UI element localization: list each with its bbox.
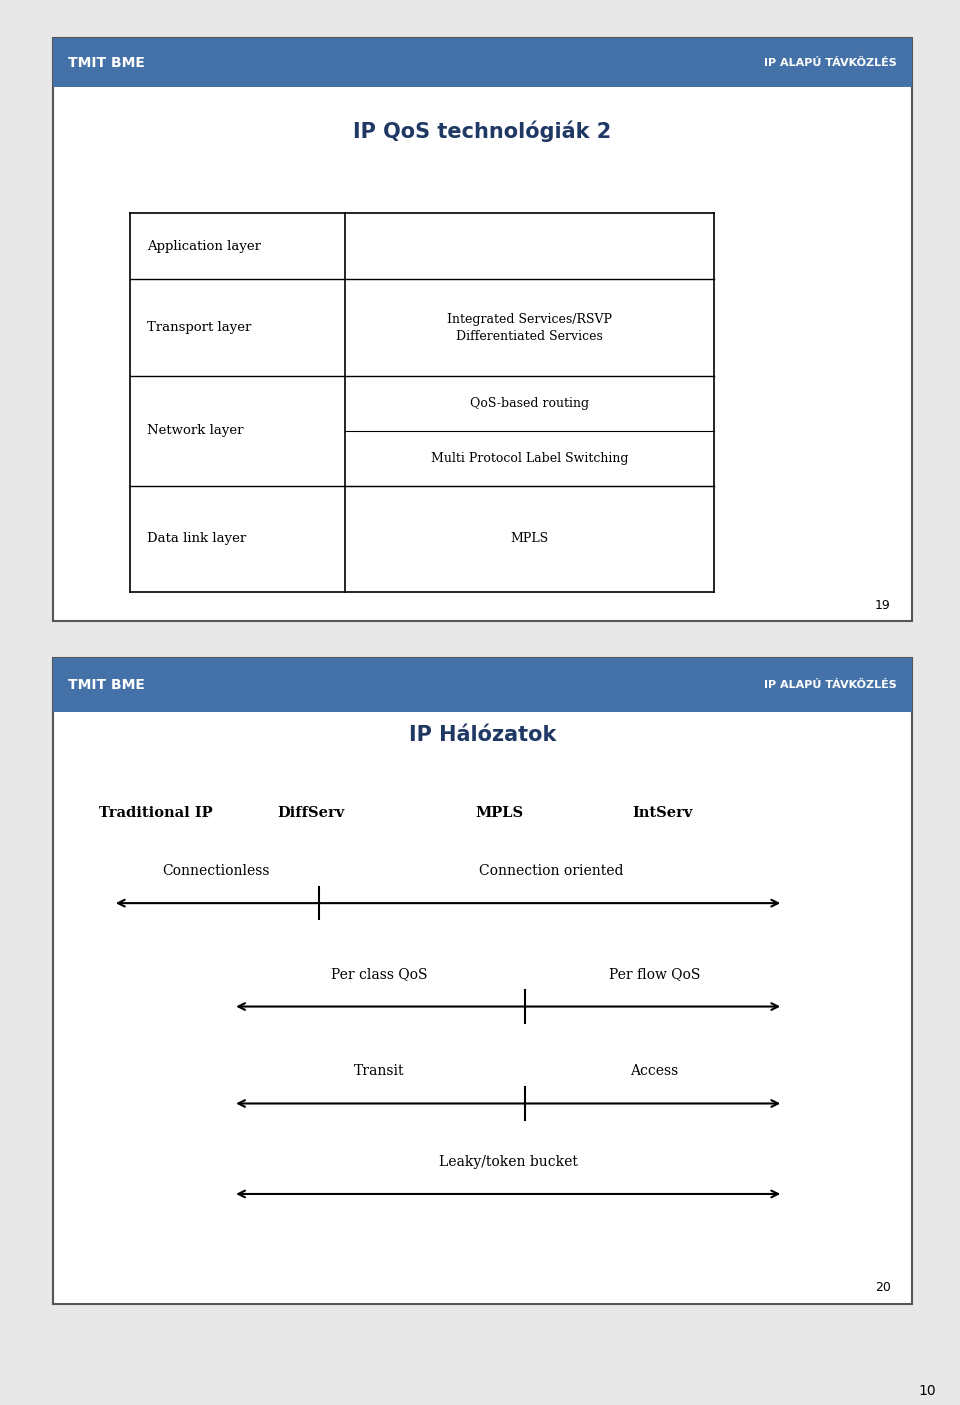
Text: MPLS: MPLS xyxy=(511,532,549,545)
Text: TMIT BME: TMIT BME xyxy=(68,56,145,70)
Text: 10: 10 xyxy=(919,1384,936,1398)
Text: MPLS: MPLS xyxy=(475,805,523,819)
Text: Per class QoS: Per class QoS xyxy=(331,967,427,981)
Text: Multi Protocol Label Switching: Multi Protocol Label Switching xyxy=(431,452,629,465)
Text: Leaky/token bucket: Leaky/token bucket xyxy=(439,1155,578,1169)
Text: 19: 19 xyxy=(875,600,891,613)
Text: Integrated Services/RSVP
Differentiated Services: Integrated Services/RSVP Differentiated … xyxy=(447,312,612,343)
Text: Data link layer: Data link layer xyxy=(147,532,247,545)
Text: TMIT BME: TMIT BME xyxy=(68,679,145,693)
Text: Network layer: Network layer xyxy=(147,424,244,437)
Text: Access: Access xyxy=(630,1064,679,1078)
Text: IP ALAPÚ TÁVKÖZLÉS: IP ALAPÚ TÁVKÖZLÉS xyxy=(764,680,897,690)
Text: Connection oriented: Connection oriented xyxy=(479,864,623,878)
Text: IP Hálózatok: IP Hálózatok xyxy=(409,725,556,745)
Text: Connectionless: Connectionless xyxy=(162,864,270,878)
Text: IP QoS technológiák 2: IP QoS technológiák 2 xyxy=(353,121,612,142)
Text: Traditional IP: Traditional IP xyxy=(99,805,213,819)
Text: IntServ: IntServ xyxy=(633,805,693,819)
Text: QoS-based routing: QoS-based routing xyxy=(470,396,589,410)
Text: Transit: Transit xyxy=(354,1064,404,1078)
Text: Per flow QoS: Per flow QoS xyxy=(609,967,700,981)
Text: DiffServ: DiffServ xyxy=(276,805,345,819)
Bar xyxy=(53,38,912,87)
Bar xyxy=(53,658,912,712)
Text: Transport layer: Transport layer xyxy=(147,320,252,334)
Text: IP ALAPÚ TÁVKÖZLÉS: IP ALAPÚ TÁVKÖZLÉS xyxy=(764,58,897,67)
Text: Application layer: Application layer xyxy=(147,239,261,253)
Text: 20: 20 xyxy=(875,1281,891,1294)
